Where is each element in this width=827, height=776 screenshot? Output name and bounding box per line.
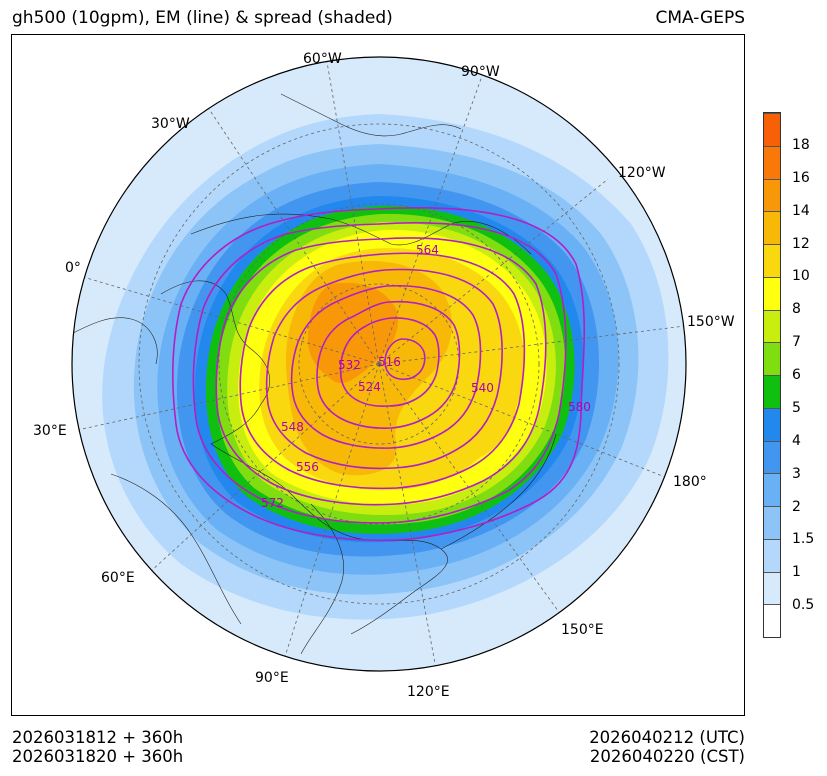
contour-556 <box>239 252 526 490</box>
lon-label: 60°E <box>101 570 135 586</box>
colorbar-segment <box>764 407 780 441</box>
contour-564 <box>215 237 547 506</box>
colorbar-segment <box>764 178 780 212</box>
init-time-utc: 2026031812 + 360h <box>12 728 184 747</box>
colorbar-tick-label: 5 <box>792 399 801 416</box>
spread-band-16 <box>307 282 399 384</box>
colorbar-segment <box>764 211 780 244</box>
colorbar-tick-label: 6 <box>792 367 801 383</box>
colorbar-segment <box>764 375 780 408</box>
colorbar-tick-label: 14 <box>792 202 810 219</box>
lon-label: 60°W <box>303 51 342 67</box>
contour-label: 548 <box>281 420 304 434</box>
colorbar-labels: 0.5 1 1.5 2 3 4 5 6 7 8 10 12 14 16 18 <box>792 112 827 638</box>
contour-label: 540 <box>471 381 494 395</box>
colorbar-segment <box>764 538 780 572</box>
colorbar-tick-label: 8 <box>792 301 801 318</box>
longitude-labels: 60°W 90°W 30°W 120°W 0° 150°W 30°E 180° … <box>33 51 735 700</box>
colorbar-tick-label: 1 <box>792 564 801 581</box>
lon-label: 150°W <box>687 314 735 330</box>
colorbar-segment <box>764 145 780 179</box>
graticule <box>72 61 686 671</box>
lon-label: 120°W <box>618 165 666 181</box>
contour-580 <box>171 207 586 542</box>
contour-572 <box>192 222 567 524</box>
init-time-cst: 2026031820 + 360h <box>12 747 184 766</box>
colorbar-tick-label: 10 <box>792 268 810 285</box>
map-title: gh500 (10gpm), EM (line) & spread (shade… <box>12 8 393 28</box>
colorbar-segment <box>764 276 780 310</box>
colorbar-tick-label: 0.5 <box>792 597 815 614</box>
lon-label: 90°E <box>255 670 289 686</box>
colorbar-segment <box>764 604 780 637</box>
init-time-block: 2026031812 + 360h 2026031820 + 360h <box>12 728 183 766</box>
contour-516 <box>384 338 426 381</box>
contour-540 <box>290 284 482 449</box>
map-boundary <box>71 56 687 672</box>
contour-label: 524 <box>358 380 381 394</box>
lon-label: 120°E <box>407 684 450 700</box>
colorbar-segment <box>764 440 780 474</box>
colorbar-segment <box>764 506 780 539</box>
lon-label: 0° <box>65 260 81 276</box>
colorbar-segment <box>764 473 780 506</box>
lon-label: 30°E <box>33 423 67 439</box>
colorbar-segment <box>764 244 780 277</box>
contour-548 <box>265 268 503 470</box>
contour-524 <box>339 317 440 407</box>
spread-band-12-east <box>435 353 517 460</box>
contour-label: 516 <box>378 355 401 369</box>
valid-time-cst: 2026040220 (CST) <box>589 747 745 766</box>
colorbar <box>763 112 781 638</box>
lon-label: 90°W <box>461 64 500 80</box>
contour-labels: 564 532 516 524 540 548 556 580 572 <box>261 243 591 510</box>
colorbar-tick-label: 16 <box>792 169 810 186</box>
contour-label: 572 <box>261 496 284 510</box>
height-contours <box>171 207 586 542</box>
valid-time-block: 2026040212 (UTC) 2026040220 (CST) <box>589 728 745 766</box>
colorbar-segment <box>764 113 780 146</box>
colorbar-segment <box>764 342 780 375</box>
colorbar-segment <box>764 309 780 343</box>
lon-label: 180° <box>673 474 707 490</box>
colorbar-tick-label: 4 <box>792 432 801 449</box>
valid-time-utc: 2026040212 (UTC) <box>589 728 745 747</box>
lon-label: 150°E <box>561 622 604 638</box>
colorbar-tick-label: 18 <box>792 136 810 153</box>
colorbar-tick-label: 2 <box>792 498 801 515</box>
colorbar-segment <box>764 571 780 605</box>
contour-label: 532 <box>338 358 361 372</box>
colorbar-tick-label: 1.5 <box>792 531 815 548</box>
colorbar-tick-label: 7 <box>792 334 801 351</box>
polar-map: 564 532 516 524 540 548 556 580 572 60°W… <box>33 51 735 700</box>
contour-532 <box>316 300 461 429</box>
contour-label: 556 <box>296 460 319 474</box>
model-name: CMA-GEPS <box>655 8 745 28</box>
colorbar-tick-label: 12 <box>792 235 810 252</box>
contour-label: 564 <box>416 243 439 257</box>
contour-label: 580 <box>568 400 591 414</box>
colorbar-tick-label: 3 <box>792 465 801 482</box>
lon-label: 30°W <box>151 116 190 132</box>
